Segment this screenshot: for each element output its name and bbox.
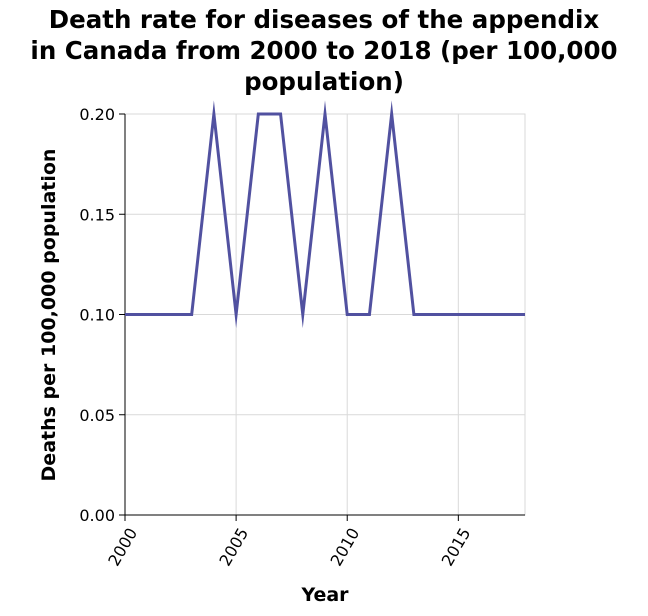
data-point [390,112,394,116]
data-point [501,313,505,317]
data-point [256,112,260,116]
data-point [279,112,283,116]
data-point [323,112,327,116]
y-tick-label: 0.00 [79,506,115,525]
data-point [367,313,371,317]
y-tick-label: 0.05 [79,406,115,425]
data-point [345,313,349,317]
x-tick-label: 2005 [215,525,252,570]
x-tick-label: 2010 [327,525,364,570]
data-point [301,313,305,317]
axes [119,113,525,521]
series-layer [123,100,527,329]
x-axis-title: Year [300,584,349,606]
x-tick-label: 2000 [104,525,141,570]
data-point [167,313,171,317]
data-point [145,313,149,317]
data-point [412,313,416,317]
data-point [434,313,438,317]
data-point [479,313,483,317]
chart-title-line-1: Death rate for diseases of the appendix [48,5,600,34]
x-tick-label: 2015 [438,525,475,570]
data-point [523,313,527,317]
data-point [190,313,194,317]
y-tick-label: 0.20 [79,105,115,124]
chart-title: Death rate for diseases of the appendix … [0,4,648,97]
data-point [456,313,460,317]
chart-title-line-3: population) [244,67,404,96]
tick-labels: 0.00 0.05 0.10 0.15 0.20 2000 2005 2010 2015 [79,105,474,569]
y-tick-label: 0.10 [79,306,115,325]
chart-title-line-2: in Canada from 2000 to 2018 (per 100,000 [30,36,618,65]
y-axis-title: Deaths per 100,000 population [38,149,60,482]
y-tick-label: 0.15 [79,205,115,224]
series-line [125,100,525,329]
data-point [234,313,238,317]
data-point [123,313,127,317]
data-point [212,112,216,116]
